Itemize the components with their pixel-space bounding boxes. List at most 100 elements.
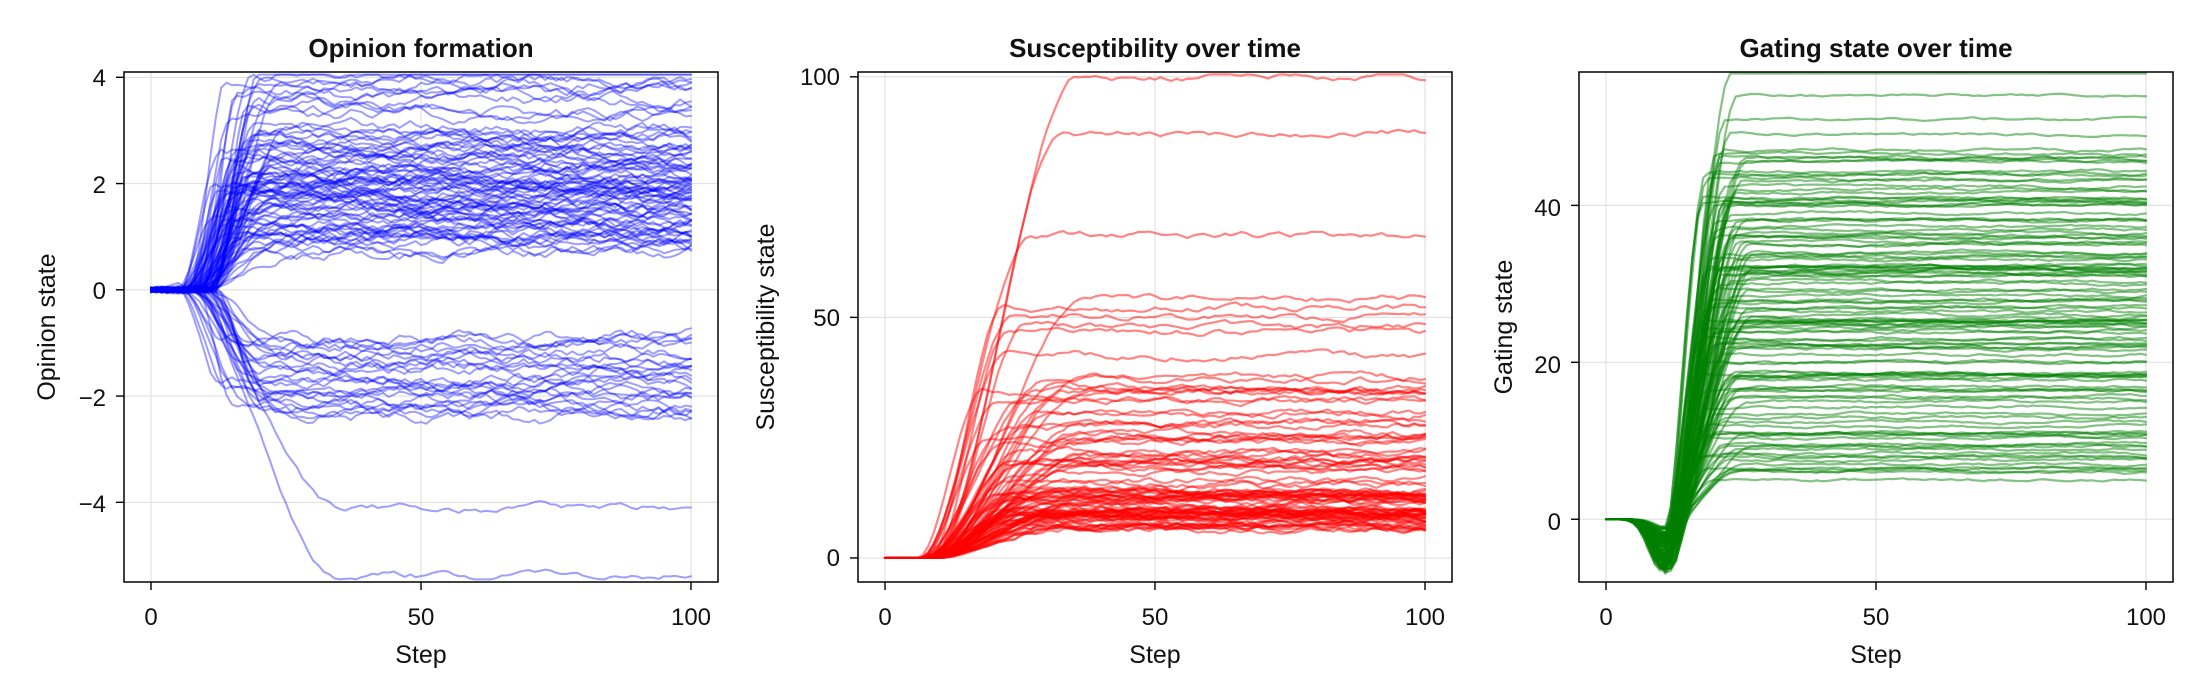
susceptibility-trace-line xyxy=(883,454,1427,560)
gating-trace-line xyxy=(1604,404,2148,543)
opinion-trace-line xyxy=(150,150,692,292)
susceptibility-x-tick-label: 0 xyxy=(878,604,891,631)
opinion-trace-line xyxy=(150,286,692,353)
susceptibility-plot-frame xyxy=(857,71,1453,583)
opinion-trace-line xyxy=(150,161,692,295)
susceptibility-trace-line xyxy=(883,435,1427,560)
opinion-trace-line xyxy=(150,180,692,294)
susceptibility-trace-line xyxy=(883,518,1427,560)
opinion-trace-line xyxy=(150,169,692,294)
opinion-trace-line xyxy=(150,168,692,293)
gating-trace-line xyxy=(1604,226,2148,560)
opinion-trace-line xyxy=(150,210,692,295)
opinion-trace-line xyxy=(150,287,692,397)
susceptibility-trace-line xyxy=(883,432,1427,560)
gating-trace-line xyxy=(1604,170,2148,554)
susceptibility-trace-line xyxy=(883,487,1427,560)
opinion-trace-line xyxy=(150,226,692,294)
opinion-x-tick-label: 50 xyxy=(408,604,435,631)
susceptibility-y-tick-label: 0 xyxy=(827,545,840,572)
opinion-y-axis-label: Opinion state xyxy=(33,253,61,400)
opinion-trace-line xyxy=(150,179,692,292)
susceptibility-trace-line xyxy=(883,380,1427,560)
opinion-trace-line xyxy=(150,244,692,294)
opinion-trace-line xyxy=(150,181,692,293)
opinion-trace-line xyxy=(150,161,692,294)
gating-trace-line xyxy=(1604,280,2148,549)
susceptibility-trace-line xyxy=(883,518,1427,560)
gating-trace-line xyxy=(1604,287,2148,556)
susceptibility-trace-line xyxy=(883,446,1427,560)
opinion-trace-line xyxy=(150,212,692,294)
gating-trace-line xyxy=(1604,298,2148,540)
gating-trace-line xyxy=(1604,292,2148,539)
opinion-trace-line xyxy=(150,285,692,357)
susceptibility-y-tick-label: 50 xyxy=(813,305,840,332)
susceptibility-trace-line xyxy=(883,523,1427,560)
gating-trace-line xyxy=(1604,317,2148,540)
susceptibility-trace-line xyxy=(883,491,1427,560)
gating-trace-line xyxy=(1604,277,2148,574)
susceptibility-trace-line xyxy=(883,230,1427,560)
gating-trace-line xyxy=(1604,369,2148,536)
opinion-trace-line xyxy=(150,287,692,390)
opinion-trace-line xyxy=(150,285,692,357)
opinion-trace-line xyxy=(150,121,692,293)
gating-trace-line xyxy=(1604,454,2148,530)
susceptibility-trace-line xyxy=(883,429,1427,560)
susceptibility-trace-line xyxy=(883,506,1427,560)
susceptibility-trace-line xyxy=(883,73,1427,560)
gating-trace-line xyxy=(1604,465,2148,556)
opinion-trace-line xyxy=(150,143,692,294)
gating-trace-line xyxy=(1604,461,2148,552)
opinion-trace-line xyxy=(150,182,692,293)
opinion-trace-line xyxy=(150,80,692,295)
gating-trace-line xyxy=(1604,383,2148,542)
opinion-trace-line xyxy=(150,85,692,294)
susceptibility-trace-line xyxy=(883,504,1427,560)
susceptibility-trace-line xyxy=(883,417,1427,560)
susceptibility-trace-line xyxy=(883,486,1427,560)
gating-trace-line xyxy=(1604,456,2148,570)
gating-trace-line xyxy=(1604,418,2148,569)
gating-trace-line xyxy=(1604,168,2148,561)
susceptibility-trace-line xyxy=(883,506,1427,560)
opinion-trace-line xyxy=(150,152,692,293)
gating-trace-line xyxy=(1604,358,2148,537)
opinion-trace-line xyxy=(150,286,692,399)
gating-trace-line xyxy=(1604,197,2148,565)
opinion-trace-line xyxy=(150,79,692,295)
opinion-x-tick-label: 100 xyxy=(671,604,711,631)
opinion-trace-line xyxy=(150,190,692,293)
gating-trace-line xyxy=(1604,175,2148,547)
gating-trace-line xyxy=(1604,198,2148,570)
susceptibility-trace-line xyxy=(883,508,1427,560)
susceptibility-trace-line xyxy=(883,523,1427,560)
opinion-trace-line xyxy=(150,175,692,293)
susceptibility-trace-line xyxy=(883,506,1427,560)
opinion-trace-line xyxy=(150,286,692,368)
susceptibility-trace-line xyxy=(883,516,1427,560)
susceptibility-y-tick-label: 100 xyxy=(800,64,840,91)
gating-trace-line xyxy=(1604,434,2148,549)
gating-trace-line xyxy=(1604,303,2148,549)
gating-trace-line xyxy=(1604,371,2148,531)
susceptibility-trace-line xyxy=(883,493,1427,560)
gating-trace-line xyxy=(1604,209,2148,566)
opinion-trace-line xyxy=(150,287,692,382)
opinion-trace-line xyxy=(150,128,692,293)
gating-trace-line xyxy=(1604,266,2148,544)
susceptibility-trace-line xyxy=(883,326,1427,560)
susceptibility-x-tick-label: 50 xyxy=(1142,604,1169,631)
gating-trace-line xyxy=(1604,266,2148,568)
gating-trace-line xyxy=(1604,223,2148,534)
gating-trace-line xyxy=(1604,468,2148,559)
susceptibility-trace-line xyxy=(883,492,1427,560)
gating-trace-line xyxy=(1604,321,2148,538)
gating-trace-line xyxy=(1604,146,2148,546)
gating-trace-line xyxy=(1604,317,2148,566)
gating-trace-line xyxy=(1604,229,2148,533)
susceptibility-trace-line xyxy=(883,502,1427,560)
opinion-trace-line xyxy=(150,162,692,294)
gating-plot-frame xyxy=(1578,71,2174,583)
